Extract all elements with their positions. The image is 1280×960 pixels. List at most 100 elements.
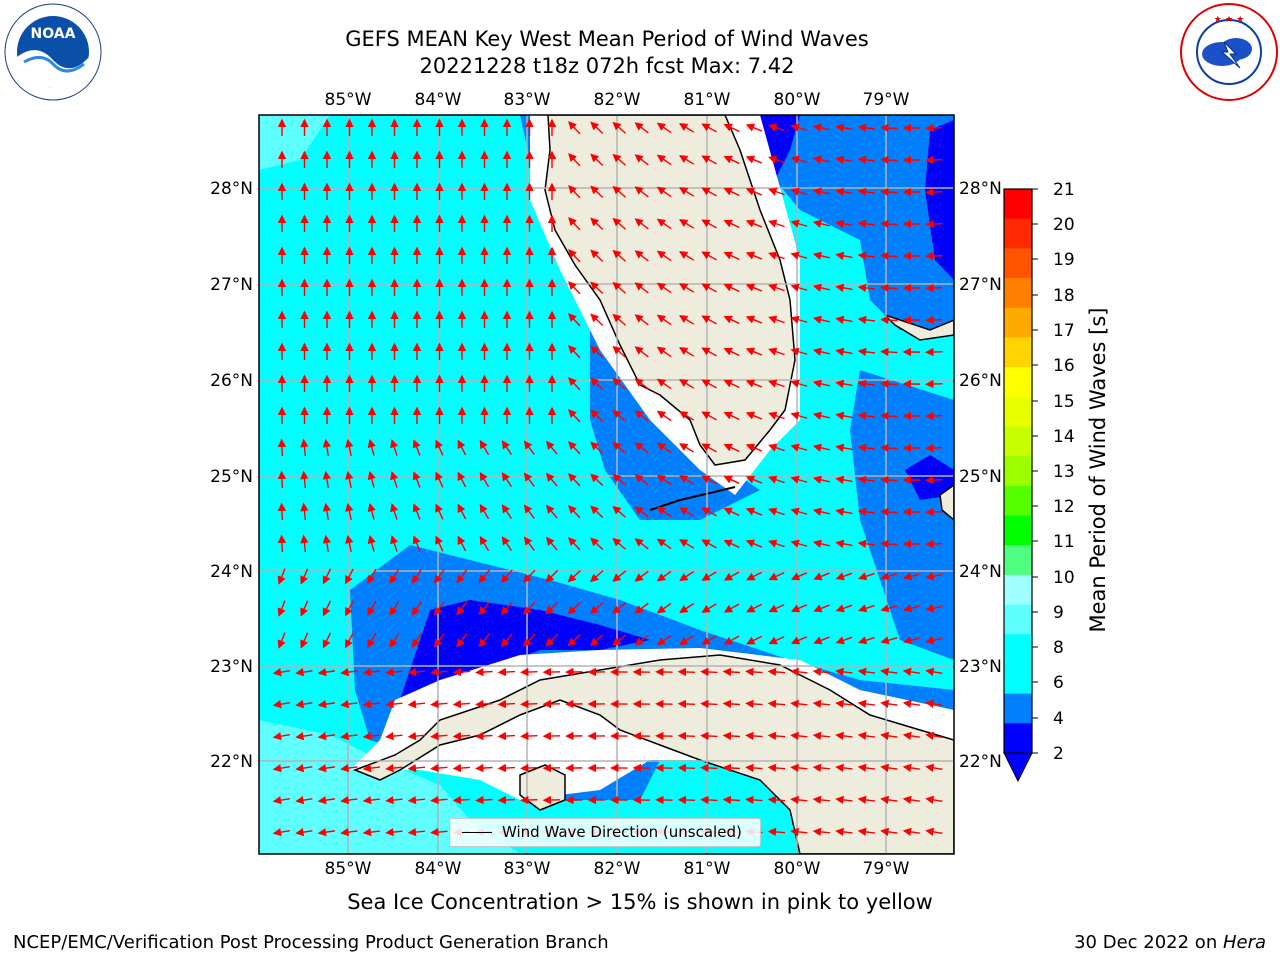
- wind-wave-arrow: [322, 502, 331, 521]
- wind-wave-arrow: [813, 572, 830, 581]
- wind-wave-arrow: [701, 603, 717, 613]
- chart-subtitle: 20221228 t18z 072h fcst Max: 7.42: [419, 54, 795, 78]
- wind-wave-arrow: [523, 472, 535, 487]
- wind-wave-arrow: [634, 346, 649, 358]
- wind-wave-arrow: [634, 634, 649, 646]
- wind-wave-arrow: [790, 315, 808, 324]
- wind-wave-arrow: [700, 667, 718, 677]
- lat-label: 24°N: [210, 562, 253, 582]
- wind-wave-arrow: [452, 795, 471, 805]
- wind-wave-arrow: [656, 538, 672, 550]
- wind-wave-arrow: [723, 443, 740, 453]
- wind-wave-arrow: [545, 633, 559, 647]
- wind-wave-arrow: [452, 763, 471, 773]
- wind-wave-arrow: [634, 442, 649, 454]
- colorbar-segment: [1004, 693, 1032, 724]
- colorbar-tick-label: 9: [1053, 603, 1064, 623]
- wind-wave-arrow: [457, 535, 467, 552]
- wind-wave-arrow: [656, 282, 672, 294]
- wind-wave-arrow: [295, 796, 313, 805]
- wind-wave-arrow: [902, 572, 920, 581]
- wind-wave-arrow: [568, 121, 581, 135]
- wind-wave-arrow: [768, 571, 785, 581]
- wind-wave-arrow: [722, 731, 741, 741]
- wind-wave-arrow: [925, 443, 943, 453]
- wind-wave-arrow: [590, 409, 604, 423]
- wind-wave-arrow: [367, 502, 376, 520]
- wind-wave-arrow: [678, 155, 695, 165]
- wind-wave-arrow: [812, 475, 830, 484]
- wind-wave-arrow: [501, 536, 513, 552]
- wind-wave-arrow: [407, 827, 426, 837]
- wind-wave-arrow: [411, 600, 423, 616]
- wind-wave-arrow: [812, 763, 831, 773]
- colorbar-segment: [1004, 723, 1032, 754]
- wind-wave-arrow: [656, 410, 672, 422]
- wind-wave-arrow: [880, 572, 898, 581]
- wind-wave-arrow: [701, 187, 717, 197]
- wind-wave-arrow: [925, 187, 943, 197]
- wind-wave-arrow: [345, 502, 354, 520]
- wind-wave-arrow: [634, 122, 649, 134]
- colorbar-segment: [1004, 396, 1032, 427]
- wind-wave-arrow: [812, 283, 830, 292]
- wind-wave-arrow: [701, 571, 717, 581]
- lat-label: 28°N: [959, 179, 1002, 199]
- wind-wave-arrow: [523, 536, 535, 551]
- wind-wave-arrow: [857, 315, 876, 325]
- wind-wave-arrow: [880, 219, 898, 229]
- wind-wave-arrow: [835, 667, 853, 677]
- wind-wave-arrow: [701, 347, 717, 357]
- wind-wave-arrow: [520, 699, 538, 709]
- wind-wave-arrow: [790, 347, 808, 356]
- wind-wave-arrow: [501, 504, 513, 520]
- wind-wave-arrow: [902, 795, 921, 804]
- wind-wave-arrow: [857, 411, 876, 421]
- wind-wave-arrow: [835, 572, 853, 581]
- wind-wave-arrow: [545, 601, 559, 615]
- wind-wave-arrow: [497, 795, 516, 805]
- wind-wave-arrow: [768, 187, 785, 196]
- wind-wave-arrow: [925, 251, 943, 261]
- colorbar-segment: [1004, 574, 1032, 606]
- wind-wave-arrow: [322, 438, 331, 457]
- wind-wave-arrow: [475, 763, 493, 773]
- wind-wave-arrow: [590, 313, 604, 327]
- wind-wave-arrow: [475, 795, 493, 805]
- wind-wave-arrow: [634, 218, 649, 230]
- wind-wave-arrow: [767, 731, 786, 741]
- wind-wave-arrow: [767, 699, 786, 709]
- wind-wave-arrow: [407, 763, 426, 773]
- wind-wave-arrow: [612, 441, 627, 454]
- wind-wave-arrow: [634, 282, 649, 294]
- wind-wave-arrow: [362, 667, 381, 677]
- wind-wave-arrow: [590, 153, 604, 167]
- wind-wave-arrow: [412, 471, 421, 488]
- wind-wave-arrow: [678, 411, 695, 421]
- wind-wave-arrow: [745, 795, 763, 805]
- wind-wave-arrow: [745, 379, 763, 388]
- wind-wave-arrow: [300, 600, 309, 617]
- wind-wave-arrow: [612, 249, 627, 262]
- wind-wave-arrow: [568, 185, 581, 199]
- wind-wave-arrow: [880, 283, 898, 293]
- wind-wave-arrow: [300, 534, 309, 553]
- wind-wave-arrow: [656, 314, 672, 326]
- footer-date: 30 Dec 2022 on Hera: [1074, 932, 1266, 953]
- wind-wave-arrow: [322, 470, 331, 489]
- wind-wave-arrow: [835, 251, 853, 260]
- wind-wave-arrow: [634, 474, 649, 486]
- wind-wave-arrow: [340, 827, 358, 837]
- wind-wave-arrow: [857, 187, 876, 197]
- wind-wave-arrow: [434, 569, 445, 584]
- wind-wave-arrow: [677, 731, 696, 741]
- wind-wave-arrow: [340, 795, 358, 805]
- wind-wave-arrow: [835, 604, 853, 613]
- wind-wave-arrow: [412, 439, 421, 456]
- wind-wave-arrow: [745, 347, 763, 356]
- wind-wave-arrow: [812, 731, 831, 741]
- wind-wave-arrow: [345, 534, 354, 552]
- wind-wave-arrow: [925, 731, 943, 740]
- wind-wave-arrow: [722, 763, 741, 773]
- wind-wave-arrow: [656, 634, 672, 646]
